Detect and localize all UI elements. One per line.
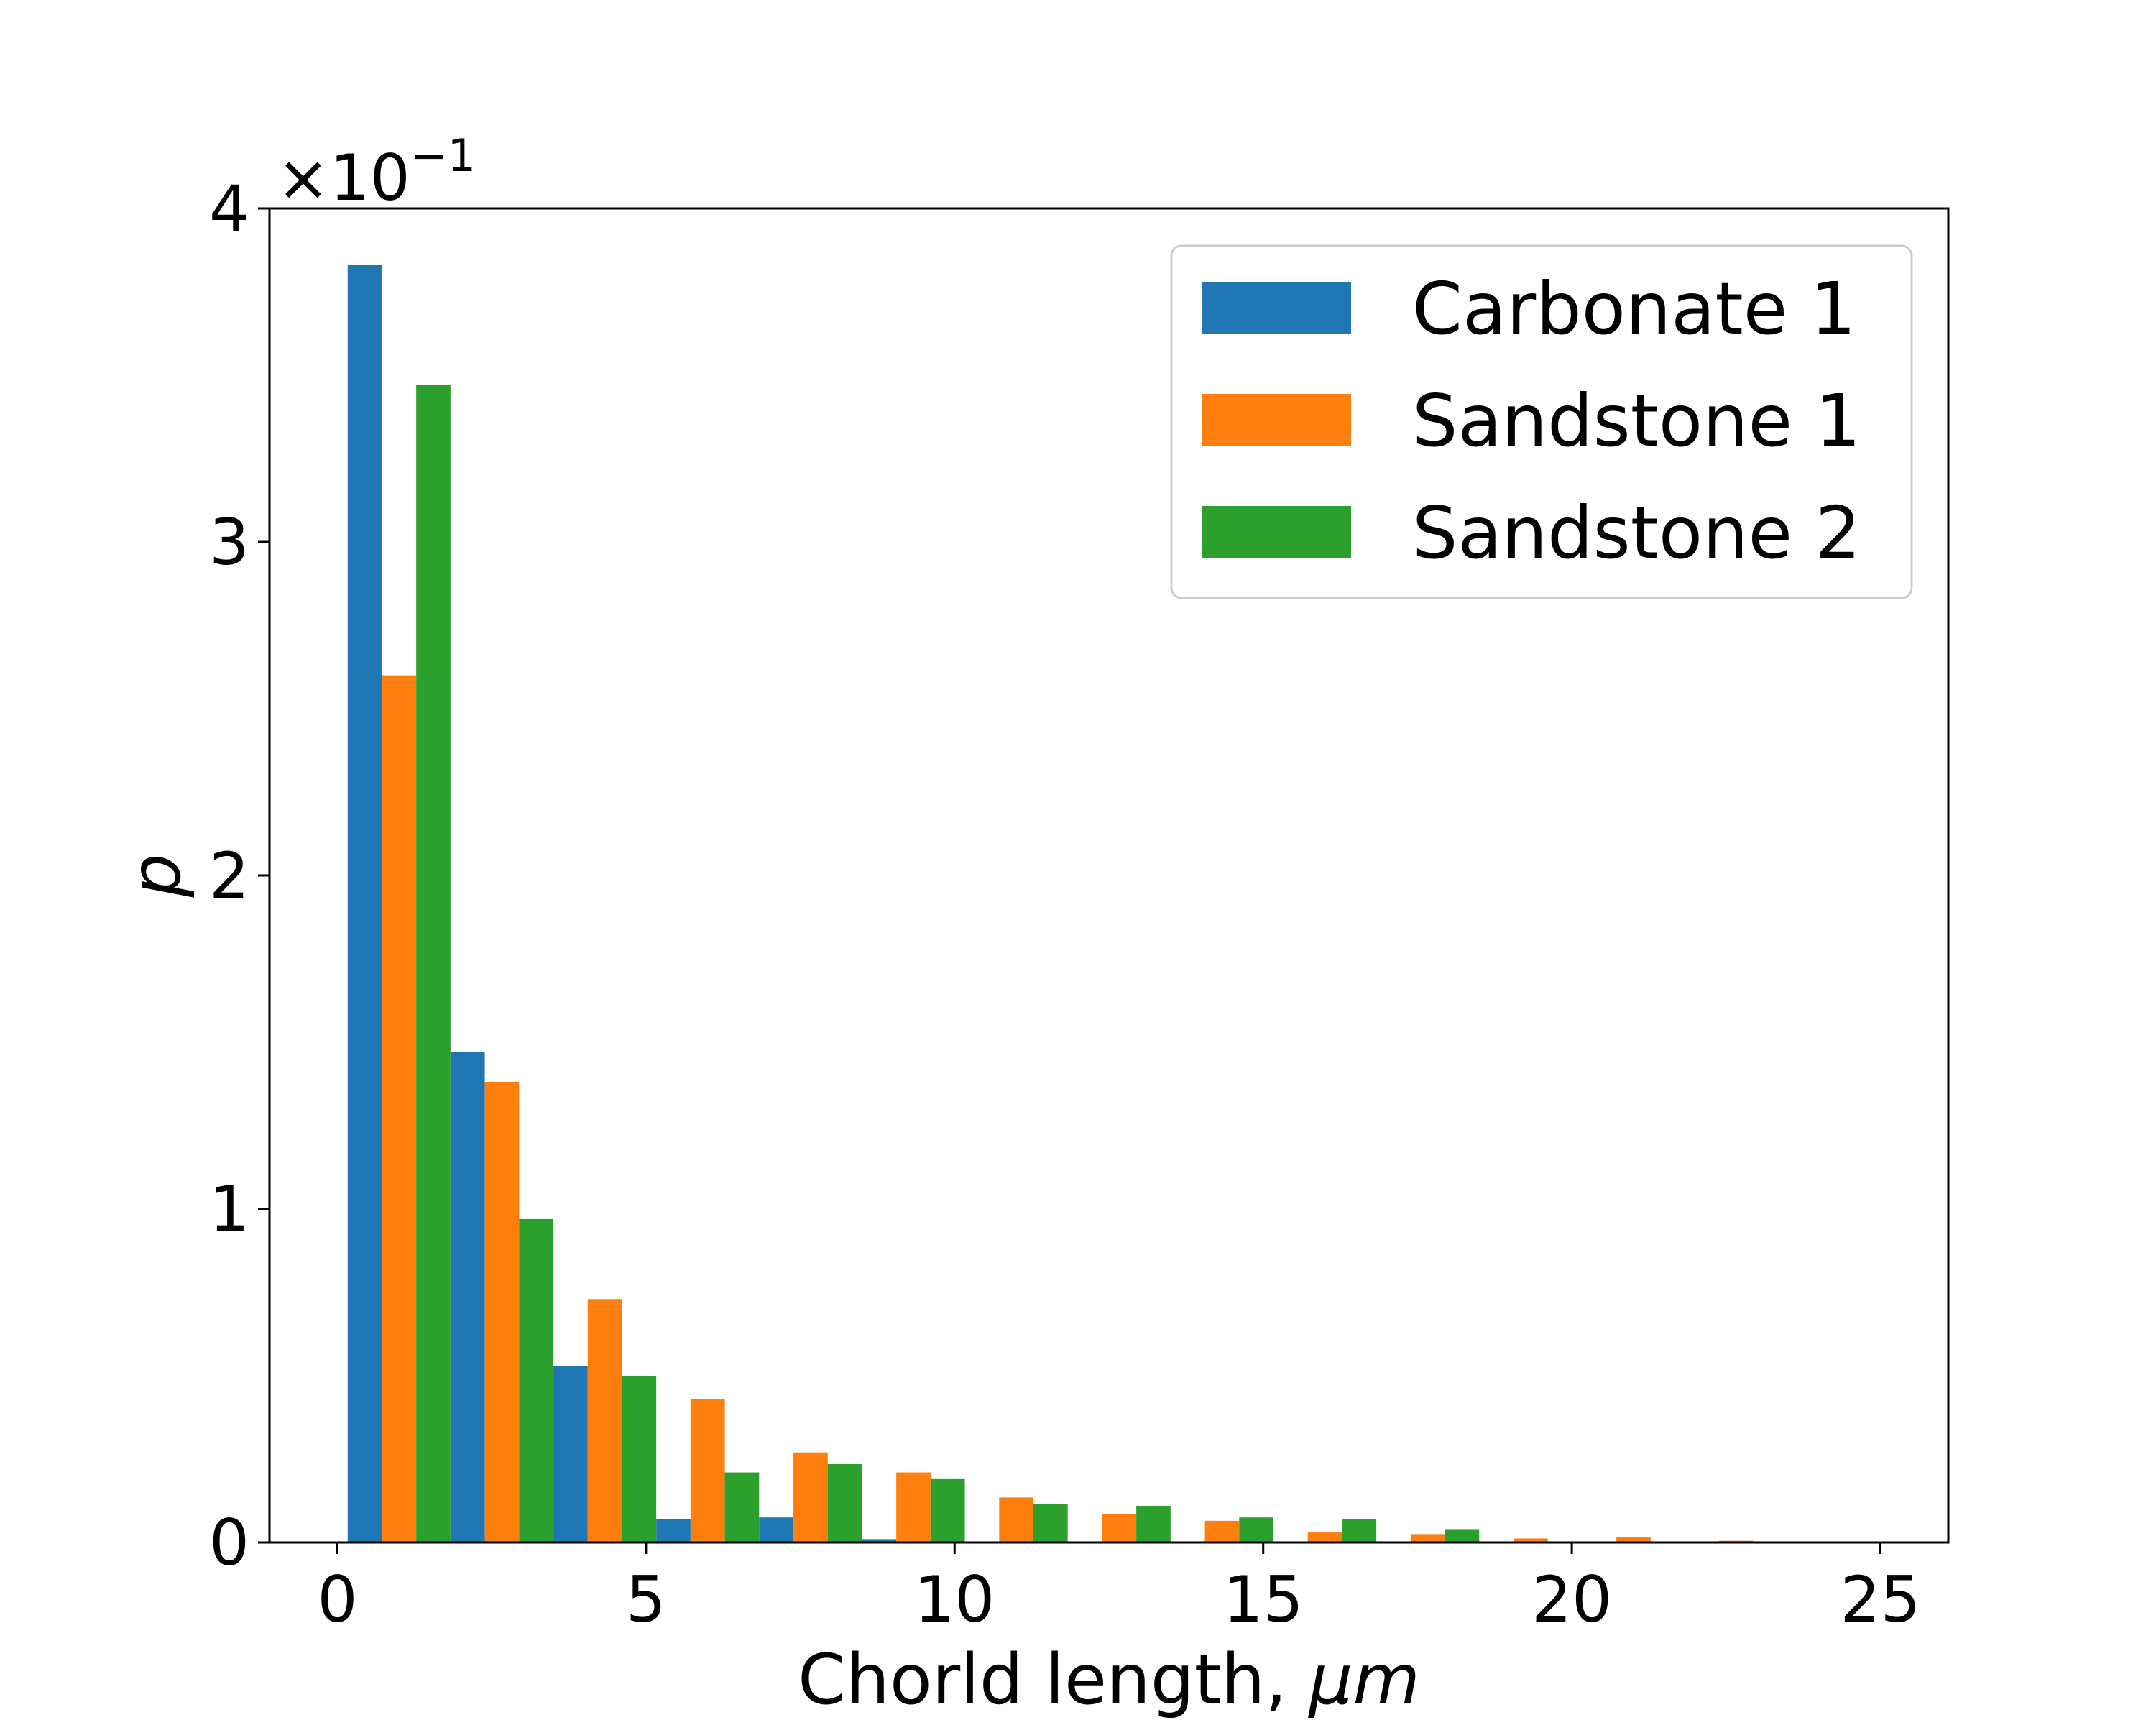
legend-label: Carbonate 1 — [1412, 267, 1856, 351]
bar — [793, 1452, 828, 1542]
bar — [896, 1472, 931, 1542]
bar — [930, 1478, 965, 1542]
bar — [1102, 1514, 1137, 1542]
y-tick-label: 4 — [209, 172, 249, 246]
bar — [553, 1366, 588, 1542]
y-axis-multiplier-base: ×10 — [277, 141, 410, 215]
bar — [759, 1517, 794, 1542]
bar — [1307, 1532, 1342, 1542]
y-tick-label: 3 — [209, 505, 249, 579]
bar — [416, 385, 451, 1543]
x-axis-label: Chorld length, μm — [798, 1639, 1420, 1720]
bar — [1239, 1517, 1273, 1542]
legend-swatch — [1202, 506, 1351, 558]
x-tick-label: 5 — [626, 1563, 666, 1637]
bar — [519, 1218, 553, 1542]
x-axis: 0 5 10 15 20 25 — [317, 1542, 1921, 1637]
legend-label: Sandstone 1 — [1412, 379, 1861, 463]
bar — [450, 1052, 485, 1542]
bar — [690, 1399, 725, 1542]
bar — [1342, 1519, 1377, 1542]
legend-swatch — [1202, 282, 1351, 334]
legend-items: Carbonate 1 Sandstone 1 Sandstone 2 — [1202, 267, 1861, 575]
bar — [622, 1376, 657, 1542]
bar — [1033, 1504, 1068, 1542]
x-tick-label: 20 — [1531, 1563, 1612, 1637]
bars-layer — [347, 264, 1754, 1543]
y-axis: 0 1 2 3 4 — [209, 172, 270, 1580]
x-tick-label: 15 — [1223, 1563, 1304, 1637]
bar — [1445, 1529, 1480, 1542]
bar — [827, 1463, 862, 1542]
legend-box — [1170, 244, 1913, 599]
x-axis-label-unit: μm — [1307, 1639, 1420, 1720]
bar — [999, 1497, 1033, 1542]
x-tick-label: 10 — [914, 1563, 995, 1637]
legend-label: Sandstone 2 — [1412, 491, 1861, 575]
bar — [1136, 1505, 1171, 1542]
y-axis-multiplier-exponent: −1 — [410, 129, 476, 182]
bar — [862, 1539, 897, 1542]
y-tick-label: 1 — [209, 1172, 249, 1246]
y-axis-label: p — [116, 854, 196, 898]
y-axis-multiplier: ×10−1 — [277, 129, 476, 215]
bar — [484, 1082, 520, 1542]
x-tick-label: 0 — [317, 1563, 357, 1637]
y-tick-label: 2 — [209, 839, 249, 913]
bar — [587, 1299, 622, 1542]
bar — [1616, 1537, 1651, 1542]
bar — [382, 675, 417, 1542]
legend-swatch — [1202, 394, 1351, 446]
bar — [1513, 1538, 1548, 1542]
bar — [724, 1472, 760, 1542]
bar — [1204, 1520, 1240, 1542]
bar — [1410, 1534, 1445, 1542]
legend: Carbonate 1 Sandstone 1 Sandstone 2 — [1170, 244, 1913, 599]
y-tick-label: 0 — [209, 1506, 249, 1580]
x-tick-label: 25 — [1841, 1563, 1921, 1637]
x-axis-label-text: Chorld length, — [798, 1639, 1309, 1720]
bar — [347, 264, 382, 1542]
bar — [656, 1519, 691, 1542]
